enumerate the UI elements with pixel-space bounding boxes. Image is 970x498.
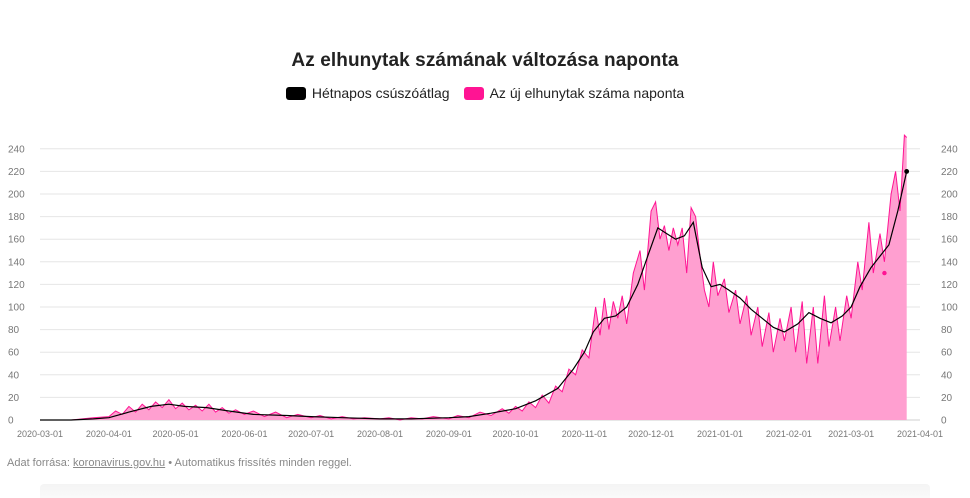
x-tick-label: 2021-02-01 — [766, 429, 812, 439]
y-tick-label-left: 140 — [8, 257, 25, 268]
x-tick-label: 2021-04-01 — [897, 429, 943, 439]
source-suffix: • Automatikus frissítés minden reggel. — [168, 457, 352, 469]
legend-swatch-daily-deaths — [463, 86, 484, 100]
marker-layer — [882, 169, 910, 276]
y-axis-left: 0 20 40 60 80 100 120 140 160 180 200 220 240 — [8, 144, 25, 426]
chart-plot-area: 0 20 40 60 80 100 120 140 160 180 200 220 240 0 20 40 6… — [8, 134, 958, 439]
bottom-panel-edge — [40, 484, 930, 498]
source-link[interactable]: koronavirus.gov.hu — [73, 457, 166, 469]
moving-average-line — [40, 171, 908, 421]
legend-item-moving-average[interactable]: Hétnapos csúszóátlag — [285, 85, 450, 101]
y-tick-label-left: 20 — [8, 393, 20, 404]
y-tick-label-left: 40 — [8, 370, 20, 381]
y-tick-label-right: 160 — [941, 235, 958, 246]
x-tick-label: 2021-01-01 — [697, 429, 743, 439]
x-tick-label: 2020-11-01 — [562, 429, 607, 439]
x-tick-label: 2020-05-01 — [153, 429, 199, 439]
y-tick-label-left: 220 — [8, 167, 25, 178]
y-tick-label-right: 80 — [941, 325, 953, 336]
y-tick-label-left: 160 — [8, 235, 25, 246]
legend-item-daily-deaths[interactable]: Az új elhunytak száma naponta — [463, 85, 685, 101]
y-tick-label-right: 140 — [941, 257, 958, 268]
x-tick-label: 2020-08-01 — [357, 429, 403, 439]
y-tick-label-left: 180 — [8, 212, 25, 223]
daily-deaths-area — [40, 135, 907, 420]
moving-average-marker — [904, 169, 910, 174]
legend-label-daily-deaths: Az új elhunytak száma naponta — [489, 85, 685, 101]
x-tick-label: 2020-07-01 — [288, 429, 334, 439]
y-tick-label-right: 120 — [941, 280, 958, 291]
x-axis: 2020-03-01 2020-04-01 2020-05-01 2020-06-01… — [17, 429, 943, 439]
y-tick-label-left: 60 — [8, 348, 20, 359]
y-tick-label-left: 0 — [8, 416, 14, 427]
y-tick-label-right: 240 — [941, 144, 958, 155]
y-tick-label-right: 0 — [941, 416, 947, 427]
y-tick-label-right: 20 — [941, 393, 953, 404]
y-tick-label-left: 100 — [8, 303, 25, 314]
daily-deaths-area-layer — [40, 134, 908, 421]
moving-average-line-layer — [40, 171, 908, 421]
x-tick-label: 2020-06-01 — [221, 429, 267, 439]
chart-legend: Hétnapos csúszóátlag Az új elhunytak szá… — [0, 85, 970, 101]
y-tick-label-right: 200 — [941, 190, 958, 201]
legend-label-moving-average: Hétnapos csúszóátlag — [311, 85, 450, 101]
x-tick-label: 2020-04-01 — [86, 429, 132, 439]
chart-title: Az elhunytak számának változása naponta — [291, 50, 679, 71]
data-source-note: Adat forrása: koronavirus.gov.hu • Autom… — [7, 457, 352, 469]
x-tick-label: 2021-03-01 — [828, 429, 874, 439]
y-tick-label-right: 60 — [941, 348, 953, 359]
daily-deaths-line — [40, 134, 908, 421]
daily-deaths-marker — [882, 270, 887, 276]
y-axis-right: 0 20 40 60 80 100 120 140 160 180 200 220 240 — [941, 144, 958, 426]
x-tick-label: 2020-03-01 — [17, 429, 63, 439]
legend-swatch-moving-average — [285, 86, 306, 100]
source-prefix: Adat forrása: — [7, 457, 70, 469]
y-tick-label-left: 200 — [8, 190, 25, 201]
y-tick-label-left: 120 — [8, 280, 25, 291]
y-tick-label-left: 240 — [8, 144, 25, 155]
y-tick-label-right: 220 — [941, 167, 958, 178]
x-tick-label: 2020-10-01 — [493, 429, 539, 439]
y-tick-label-right: 100 — [941, 303, 958, 314]
y-tick-label-right: 40 — [941, 370, 953, 381]
y-tick-label-right: 180 — [941, 212, 958, 223]
x-tick-label: 2020-09-01 — [426, 429, 472, 439]
x-tick-label: 2020-12-01 — [628, 429, 674, 439]
y-tick-label-left: 80 — [8, 325, 20, 336]
